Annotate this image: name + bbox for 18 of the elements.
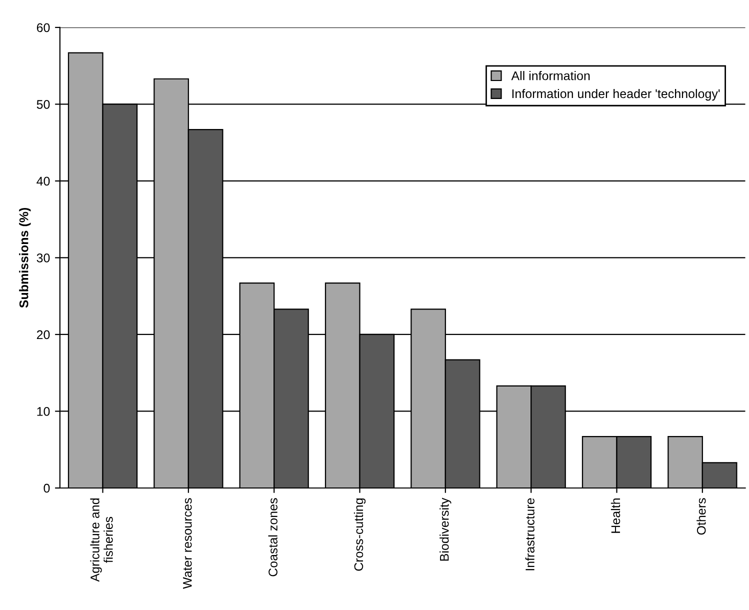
x-tick-label: Biodiversity [440,498,452,561]
y-tick-label: 60 [36,23,50,32]
y-axis-title: Submissions (%) [19,208,31,308]
legend-label: Information under header 'technology' [512,88,720,101]
x-tick-label: Infrastructure [525,498,534,570]
x-tick-label: Others [696,498,706,535]
y-tick-label: 40 [36,176,50,186]
legend-label: All information [511,71,590,80]
x-tick-label: Health [610,498,620,533]
x-tick-label: Coastal zones [268,498,278,576]
y-tick-label: 30 [36,254,50,262]
x-tick-label: Agriculture and fisheries [90,498,113,582]
y-tick-label: 10 [37,407,50,416]
x-tick-label: Cross-cutting [354,498,366,571]
y-tick-label: 0 [44,484,50,493]
x-tick-label: Water resources [183,498,192,589]
y-tick-label: 50 [36,100,50,109]
y-tick-label: 20 [36,330,50,340]
